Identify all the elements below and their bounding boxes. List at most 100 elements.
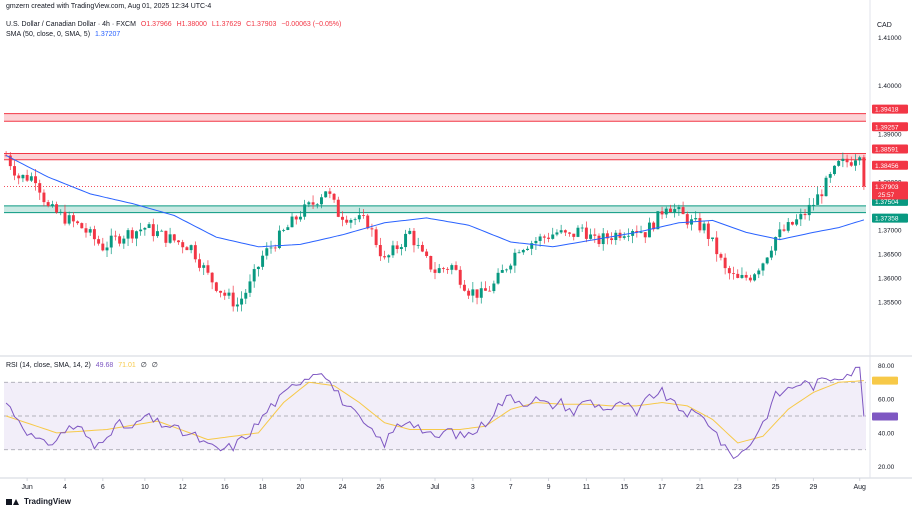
instrument-legend[interactable]: U.S. Dollar / Canadian Dollar · 4h · FXC… xyxy=(6,21,344,28)
time-tick-label: 29 xyxy=(810,484,818,491)
candle-body xyxy=(462,284,466,291)
candle-body xyxy=(307,202,311,205)
candle-body xyxy=(496,272,500,284)
candle-body xyxy=(374,229,378,246)
candle-body xyxy=(160,230,164,232)
time-tick-label: Jun xyxy=(21,484,32,491)
candle-body xyxy=(349,220,353,223)
zone-price-tag xyxy=(872,160,908,170)
candle-body xyxy=(34,176,38,184)
candle-body xyxy=(126,230,130,239)
candle-body xyxy=(643,232,647,238)
candle-body xyxy=(723,257,727,269)
candle-body xyxy=(761,263,765,271)
candle-body xyxy=(740,274,744,278)
candle-body xyxy=(227,292,231,296)
candle-body xyxy=(109,235,113,248)
candle-body xyxy=(849,162,853,166)
candle-body xyxy=(807,204,811,216)
candle-body xyxy=(694,218,698,220)
rsi-legend[interactable]: RSI (14, close, SMA, 14, 2) 49.68 71.01 … xyxy=(6,361,161,369)
time-tick-label: 6 xyxy=(101,484,105,491)
rsi-value-tag xyxy=(872,412,898,421)
candle-body xyxy=(774,237,778,251)
candle-body xyxy=(256,266,260,270)
tradingview-footer[interactable]: TradingView xyxy=(6,497,71,506)
candle-body xyxy=(231,292,235,307)
candle-body xyxy=(441,268,445,269)
candle-body xyxy=(854,160,857,166)
candle-body xyxy=(387,255,391,258)
time-tick-label: 3 xyxy=(471,484,475,491)
candle-body xyxy=(509,265,513,270)
candle-body xyxy=(521,249,525,253)
candle-body xyxy=(345,219,349,223)
candle-body xyxy=(605,233,609,239)
candle-body xyxy=(151,224,155,237)
time-tick-label: 17 xyxy=(658,484,666,491)
candle-body xyxy=(244,292,248,299)
sma-line xyxy=(5,154,865,248)
candle-body xyxy=(563,230,567,233)
candle-body xyxy=(811,204,815,206)
zone-price-tag-text: 1.37358 xyxy=(875,216,899,223)
candle-body xyxy=(513,252,517,266)
candle-body xyxy=(177,240,180,243)
zone-price-tag-text: 1.38591 xyxy=(875,147,899,154)
candle-body xyxy=(383,256,387,258)
sma-title: SMA (50, close, 0, SMA, 5) xyxy=(6,31,91,38)
rsi-tick-label: 40.00 xyxy=(878,430,895,437)
candle-body xyxy=(492,283,496,292)
candle-body xyxy=(593,234,597,236)
candle-body xyxy=(134,231,138,239)
candle-body xyxy=(118,236,122,244)
candle-body xyxy=(362,215,365,216)
ohlc-high: H1.38000 xyxy=(176,21,207,28)
candle-body xyxy=(799,214,803,220)
candle-body xyxy=(286,227,290,230)
candle-body xyxy=(677,207,681,210)
candle-body xyxy=(446,268,450,270)
candle-body xyxy=(589,234,593,239)
candle-body xyxy=(685,214,689,225)
candle-body xyxy=(399,247,403,250)
candle-body xyxy=(559,230,563,233)
candle-body xyxy=(572,233,576,237)
candle-body xyxy=(84,228,88,233)
candle-body xyxy=(366,215,370,229)
candle-body xyxy=(635,230,639,233)
candle-body xyxy=(597,235,601,245)
candle-body xyxy=(265,248,269,256)
candle-body xyxy=(601,233,605,245)
candle-body xyxy=(719,254,723,258)
candle-body xyxy=(214,282,218,291)
time-tick-label: 4 xyxy=(63,484,67,491)
rsi-sma-tag xyxy=(872,376,898,385)
zone-price-tag xyxy=(872,122,908,132)
time-tick-label: 12 xyxy=(179,484,187,491)
instrument-name: U.S. Dollar / Canadian Dollar · 4h · FXC… xyxy=(6,21,136,28)
candle-body xyxy=(450,265,454,270)
sma-value: 1.37207 xyxy=(94,31,121,38)
candle-body xyxy=(816,194,820,205)
candle-body xyxy=(315,204,319,206)
candle-body xyxy=(76,221,80,224)
time-tick-label: 18 xyxy=(259,484,267,491)
zone-price-tag-text: 1.38456 xyxy=(875,163,899,170)
last-price-tag xyxy=(872,181,908,200)
candle-body xyxy=(568,232,572,234)
candle-body xyxy=(97,239,101,244)
candle-body xyxy=(542,236,546,238)
candle-body xyxy=(517,252,521,254)
candle-body xyxy=(711,237,714,239)
candle-body xyxy=(282,229,286,231)
candle-body xyxy=(715,237,719,255)
candle-body xyxy=(803,214,807,216)
time-tick-label: 16 xyxy=(221,484,229,491)
candle-body xyxy=(416,244,420,246)
candle-body xyxy=(467,290,471,296)
sma-legend[interactable]: SMA (50, close, 0, SMA, 5) 1.37207 xyxy=(6,31,123,38)
candle-body xyxy=(25,174,29,181)
